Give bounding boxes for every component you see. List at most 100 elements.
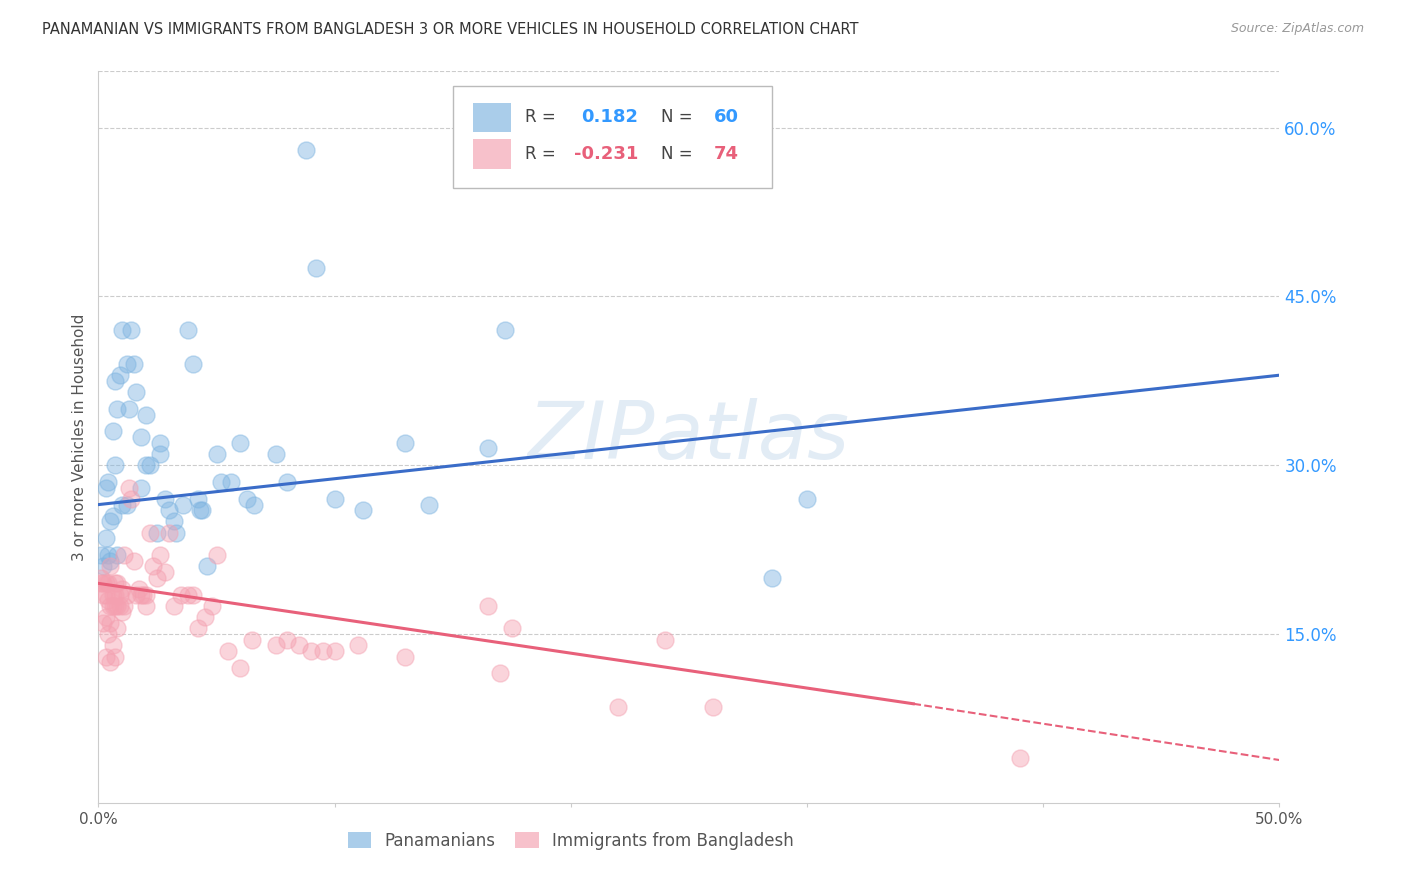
Y-axis label: 3 or more Vehicles in Household: 3 or more Vehicles in Household: [72, 313, 87, 561]
Point: [104, 599, 127, 613]
Point: [236, 491, 259, 506]
Point: [98, 615, 121, 630]
Text: N =: N =: [661, 109, 692, 127]
Point: [98, 559, 121, 574]
Point: [135, 599, 157, 613]
Point: [219, 475, 242, 489]
Point: [149, 435, 172, 450]
Point: [97, 593, 120, 607]
Point: [163, 515, 186, 529]
Point: [139, 525, 162, 540]
Point: [101, 588, 124, 602]
Point: [240, 632, 263, 647]
Point: [157, 503, 180, 517]
Text: PANAMANIAN VS IMMIGRANTS FROM BANGLADESH 3 OR MORE VEHICLES IN HOUSEHOLD CORRELA: PANAMANIAN VS IMMIGRANTS FROM BANGLADESH…: [42, 22, 859, 37]
Point: [165, 525, 187, 540]
Point: [394, 435, 416, 450]
Point: [177, 588, 200, 602]
Point: [98, 655, 121, 669]
Point: [97, 548, 120, 562]
Point: [229, 435, 252, 450]
Point: [276, 632, 298, 647]
Text: ZIPatlas: ZIPatlas: [527, 398, 851, 476]
Point: [209, 475, 232, 489]
Point: [149, 447, 172, 461]
Point: [181, 357, 204, 371]
Point: [115, 357, 138, 371]
Point: [135, 588, 157, 602]
Point: [112, 548, 135, 562]
Point: [104, 649, 127, 664]
Point: [494, 323, 516, 337]
Point: [312, 644, 335, 658]
Point: [90, 548, 112, 562]
Point: [91, 576, 114, 591]
Point: [187, 621, 209, 635]
Point: [201, 599, 224, 613]
Point: [111, 323, 134, 337]
Point: [149, 548, 172, 562]
Point: [177, 323, 200, 337]
Point: [229, 661, 252, 675]
Point: [135, 458, 157, 473]
Point: [139, 458, 162, 473]
Point: [702, 700, 724, 714]
Point: [264, 447, 287, 461]
Point: [191, 503, 214, 517]
Point: [128, 582, 150, 596]
Point: [101, 599, 124, 613]
Point: [796, 491, 818, 506]
Point: [98, 554, 121, 568]
Point: [477, 442, 499, 456]
Point: [146, 571, 169, 585]
Legend: Panamanians, Immigrants from Bangladesh: Panamanians, Immigrants from Bangladesh: [342, 825, 800, 856]
Point: [299, 644, 322, 658]
Point: [115, 588, 138, 602]
Point: [205, 447, 228, 461]
Point: [97, 475, 120, 489]
Point: [243, 498, 266, 512]
Point: [172, 498, 194, 512]
Point: [94, 532, 117, 546]
Point: [153, 565, 176, 579]
Point: [195, 559, 218, 574]
Point: [323, 491, 346, 506]
Point: [94, 481, 117, 495]
Text: -0.231: -0.231: [575, 145, 638, 163]
Point: [170, 588, 193, 602]
Point: [654, 632, 676, 647]
Text: N =: N =: [661, 145, 692, 163]
Point: [761, 571, 783, 585]
Point: [323, 644, 346, 658]
Point: [121, 491, 143, 506]
Point: [276, 475, 298, 489]
Point: [90, 571, 112, 585]
Bar: [472, 103, 510, 132]
Point: [94, 576, 117, 591]
Point: [97, 627, 120, 641]
Point: [347, 638, 370, 652]
Point: [129, 430, 152, 444]
Point: [105, 401, 128, 416]
Point: [104, 374, 127, 388]
Point: [101, 425, 124, 439]
Point: [489, 666, 512, 681]
Point: [118, 481, 141, 495]
Point: [108, 368, 131, 383]
Point: [142, 559, 165, 574]
Point: [352, 503, 374, 517]
Point: [394, 649, 416, 664]
Point: [188, 503, 211, 517]
Point: [98, 515, 121, 529]
Point: [288, 638, 311, 652]
Point: [98, 599, 121, 613]
Point: [163, 599, 186, 613]
Text: R =: R =: [524, 109, 555, 127]
Point: [111, 582, 134, 596]
Point: [101, 508, 124, 523]
Point: [101, 638, 124, 652]
Point: [295, 143, 318, 157]
Point: [125, 385, 148, 400]
Point: [112, 599, 135, 613]
Point: [105, 576, 128, 591]
